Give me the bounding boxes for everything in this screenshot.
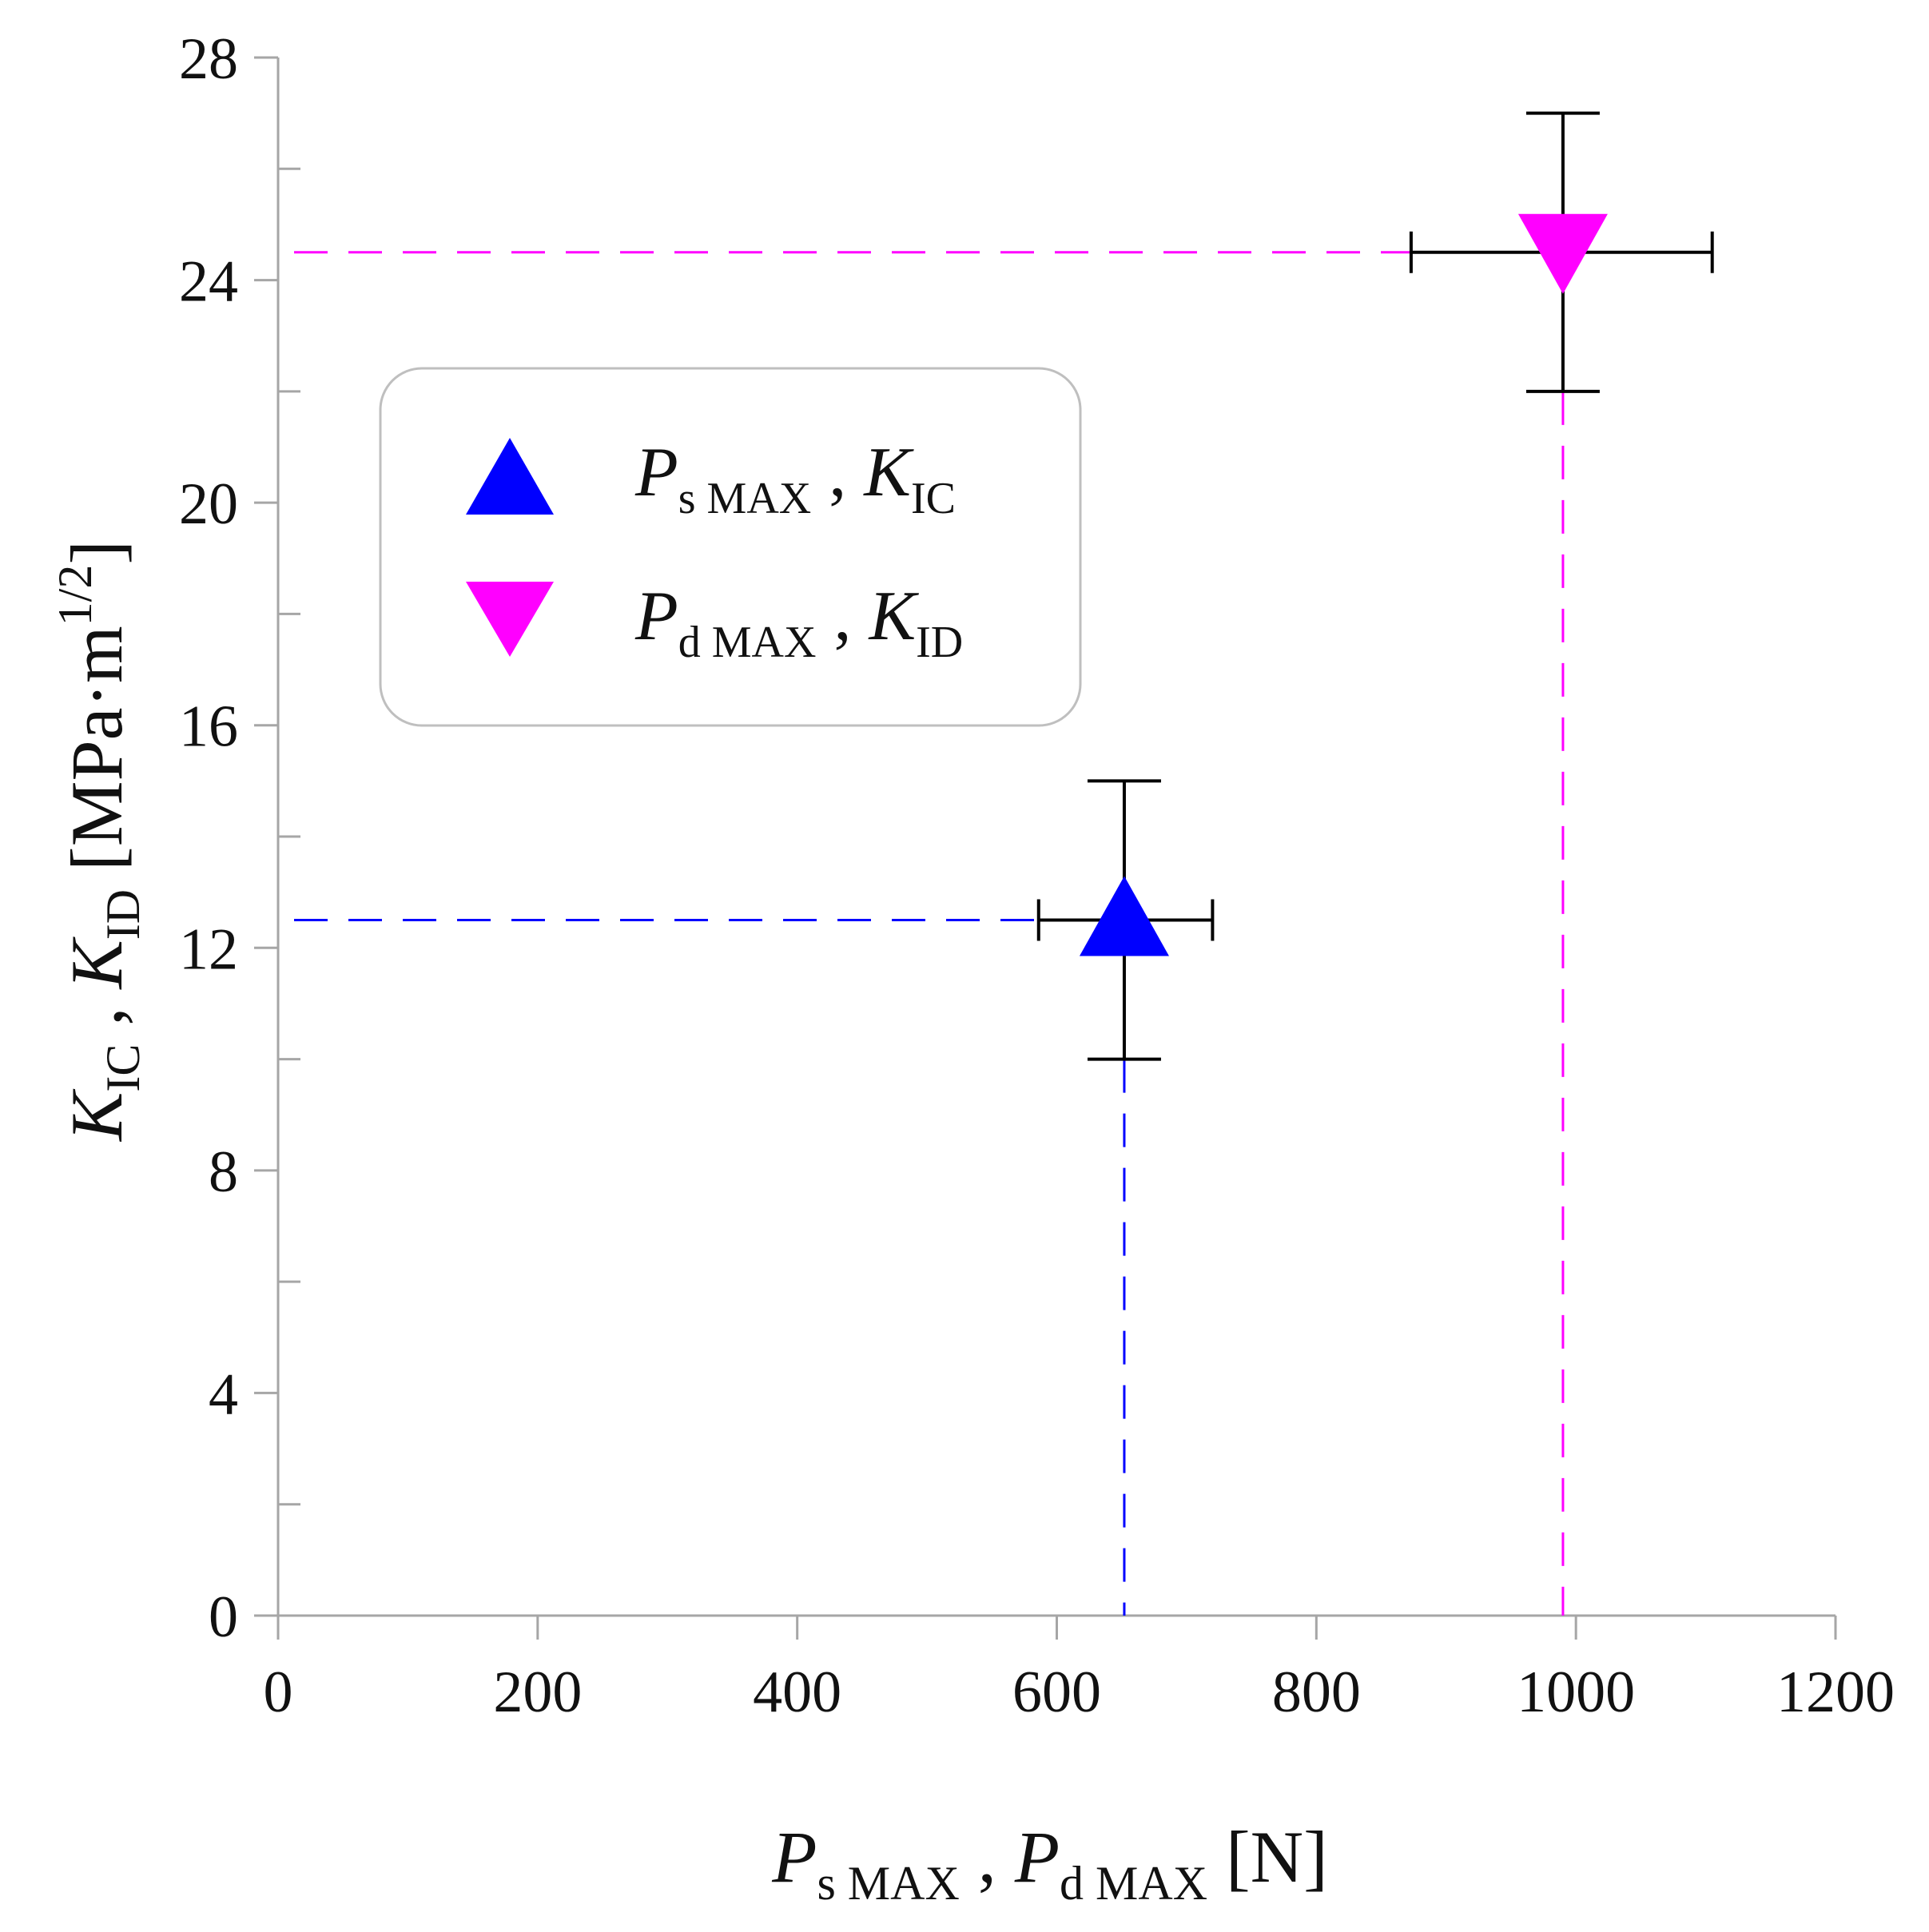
y-tick-label: 28 xyxy=(179,26,238,92)
legend-entry-2-k-sub: ID xyxy=(916,618,963,667)
legend-entry-2-label: Pd MAX , KID xyxy=(634,578,963,667)
legend-entry-1-comma: , xyxy=(811,434,864,511)
legend-entry-1-p-sub: s MAX xyxy=(678,474,811,523)
x-axis-title-unit: [N] xyxy=(1207,1816,1328,1898)
ticks: 0 200 400 600 800 1000 1200 0 4 8 12 16 20 24 28 xyxy=(179,26,1895,1725)
legend-marker-triangle-down xyxy=(466,582,554,657)
legend-entry-2-p-sub: d MAX xyxy=(678,618,817,667)
y-tick-label: 20 xyxy=(179,471,238,537)
y-axis-title-unit: [MPa·m xyxy=(56,626,137,889)
y-axis-title-comma: , xyxy=(56,989,137,1044)
data-point-triangle-up-1 xyxy=(1079,876,1169,956)
legend-entry-2-k: K xyxy=(867,578,919,655)
guide-lines xyxy=(294,251,1565,1616)
y-tick-label: 16 xyxy=(179,694,238,760)
legend-entry-1-p: P xyxy=(634,434,678,511)
y-axis-title-k: K xyxy=(56,1088,137,1143)
x-tick-label: 1200 xyxy=(1776,1660,1895,1725)
legend-entry-1-k: K xyxy=(862,434,914,511)
x-axis-title-p: P xyxy=(771,1816,817,1898)
legend-entry-2-p: P xyxy=(634,578,678,655)
x-tick-label: 400 xyxy=(753,1660,841,1725)
y-axis-title: KIC , KID [MPa·m1/2] xyxy=(49,540,149,1143)
legend: Ps MAX , KIC Pd MAX , KID xyxy=(379,367,1082,727)
legend-entry-1-label: Ps MAX , KIC xyxy=(634,434,956,523)
x-axis-title-comma: , xyxy=(960,1816,1015,1898)
y-axis-title-exp: 1/2 xyxy=(49,565,101,626)
x-tick-label: 200 xyxy=(493,1660,582,1725)
x-tick-label: 0 xyxy=(264,1660,293,1725)
x-tick-label: 600 xyxy=(1012,1660,1101,1725)
y-tick-label: 24 xyxy=(179,249,238,315)
data-point-triangle-down-2 xyxy=(1517,213,1608,294)
data-markers xyxy=(1079,213,1608,956)
y-axis-title-k2: K xyxy=(56,936,137,991)
legend-entry-2-comma: , xyxy=(816,578,869,655)
x-tick-label: 800 xyxy=(1272,1660,1361,1725)
legend-marker-triangle-up xyxy=(466,438,554,515)
y-axis-title-ic-sub: IC xyxy=(97,1044,149,1092)
x-axis-title-d-sub: d MAX xyxy=(1060,1857,1207,1910)
x-axis-title-s-sub: s MAX xyxy=(817,1857,959,1910)
y-tick-label: 0 xyxy=(209,1584,238,1650)
x-axis-title: Ps MAX , Pd MAX [N] xyxy=(771,1816,1328,1910)
legend-entry-1-k-sub: IC xyxy=(911,474,956,523)
y-tick-label: 12 xyxy=(179,916,238,982)
x-axis-title-p2: P xyxy=(1014,1816,1060,1898)
x-tick-label: 1000 xyxy=(1517,1660,1635,1725)
y-tick-label: 8 xyxy=(209,1139,238,1205)
y-tick-label: 4 xyxy=(209,1362,238,1427)
y-axis-title-close: ] xyxy=(56,540,137,565)
axes xyxy=(276,58,1836,1617)
legend-box xyxy=(379,367,1082,727)
y-axis-title-id-sub: ID xyxy=(97,889,149,940)
